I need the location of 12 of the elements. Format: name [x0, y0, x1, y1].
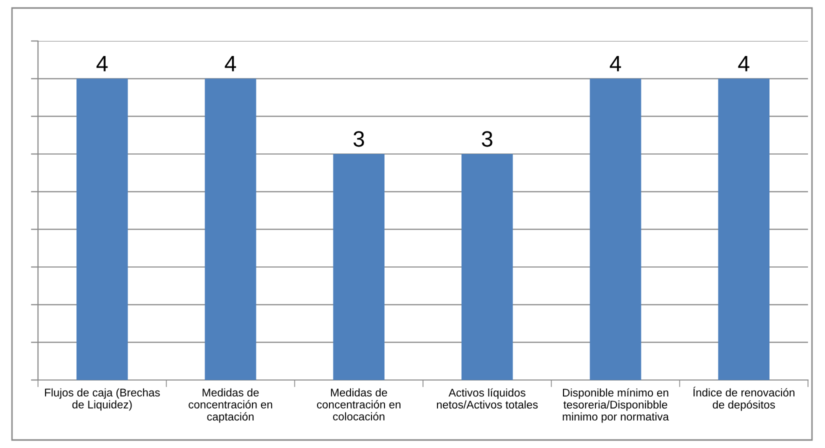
data-label: 4: [96, 56, 108, 72]
data-label: 3: [354, 131, 364, 147]
data-label: 4: [610, 56, 622, 72]
data-label: 4: [738, 56, 750, 72]
x-tick-label: Medidas de concentración en captación: [188, 388, 272, 423]
x-tick-label: Medidas de concentración en colocación: [316, 388, 400, 420]
x-tick-label: Disponible mínimo en tesoreria/Disponibble minimo por normativa: [562, 388, 669, 423]
data-label: 3: [482, 131, 492, 147]
x-tick-label: Flujos de caja (Brechas de Liquidez): [45, 388, 160, 411]
x-tick-label: Índice de renovación de depósitos: [693, 386, 794, 411]
x-tick-label: Activos líquidos netos/Activos totales: [436, 388, 538, 409]
data-label: 4: [224, 56, 236, 72]
